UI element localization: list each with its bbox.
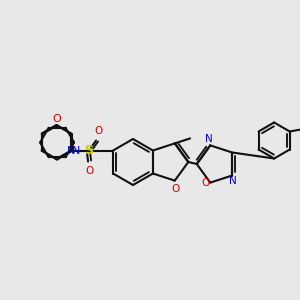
Text: O: O [201,178,209,188]
Text: O: O [52,114,61,124]
Text: O: O [172,184,180,194]
Text: N: N [206,134,213,144]
Text: N: N [72,146,80,155]
Text: O: O [94,127,102,136]
Text: S: S [85,144,94,157]
Text: O: O [85,166,93,176]
Text: N: N [67,146,75,155]
Text: N: N [229,176,237,187]
